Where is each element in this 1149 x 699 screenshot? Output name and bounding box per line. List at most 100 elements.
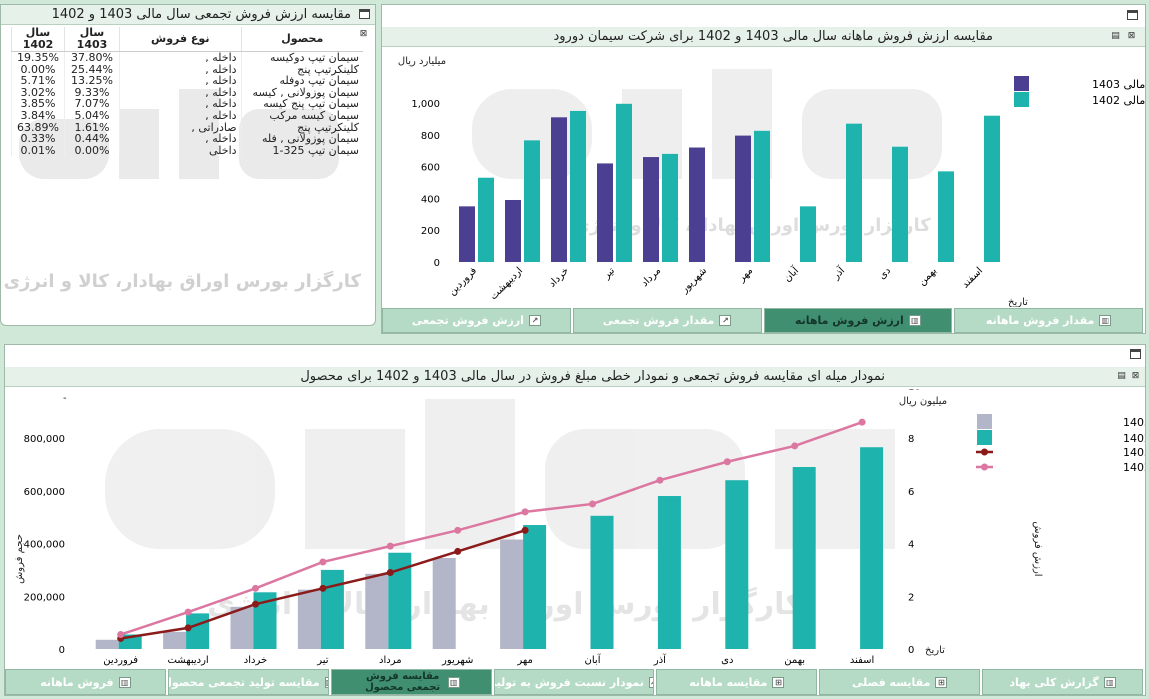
bar-1403[interactable] <box>551 117 567 262</box>
bar-cumulative-1402[interactable] <box>590 515 614 649</box>
bar-1403[interactable] <box>735 135 751 262</box>
print-icon[interactable]: ▤ <box>1111 31 1120 41</box>
x-tick-label: آذر <box>829 263 848 282</box>
cell-1403: 13.25% <box>64 75 120 87</box>
column-header-product[interactable]: محصول <box>240 27 363 52</box>
line-point-1402[interactable] <box>454 526 462 534</box>
bar-cumulative-1402[interactable] <box>725 480 749 649</box>
tab-monthly-comparison[interactable]: ⊞ مقایسه ماهانه <box>656 669 818 695</box>
clear-filter-icon[interactable]: ⊠ <box>359 29 368 39</box>
clear-filter-icon[interactable]: ⊠ <box>1127 31 1136 41</box>
bar-1402[interactable] <box>616 103 632 262</box>
print-icon[interactable]: ▤ <box>1117 371 1126 381</box>
cell-1403: 0.44% <box>64 133 120 145</box>
bar-cumulative-1403[interactable] <box>432 558 456 649</box>
bar-cumulative-1403[interactable] <box>500 539 524 649</box>
table-row[interactable]: سیمان پوزولانی , فله داخله , 0.44% 0.33% <box>11 133 363 145</box>
line-point-1402[interactable] <box>117 630 125 638</box>
bar-1402[interactable] <box>662 153 678 262</box>
line-point-1402[interactable] <box>589 500 596 508</box>
line-point-1402[interactable] <box>723 458 731 466</box>
table-row[interactable]: کلینکرتیپ پنج صادراتی , 1.61% 63.89% <box>11 121 363 134</box>
tab-cumulative-sales-quantity[interactable]: ↗ مقدار فروش تجمعی <box>572 308 762 333</box>
table-row[interactable]: کلینکرتیپ پنج داخله , 25.44% 0.00% <box>11 63 363 76</box>
tab-sales-to-production-ratio[interactable]: ↗نمودار نسبت فروش به تولید <box>493 669 655 695</box>
bar-cumulative-1402[interactable] <box>320 569 344 649</box>
bar-cumulative-1403[interactable] <box>297 589 321 649</box>
tab-overall-report[interactable]: ▥ گزارش کلی بهاد <box>982 669 1143 695</box>
line-point-1403[interactable] <box>252 600 259 608</box>
table-row[interactable]: سیمان تیپ 325-1 داخلی 0.00% 0.01% <box>11 145 363 157</box>
line-point-1402[interactable] <box>858 418 866 426</box>
line-point-1402[interactable] <box>791 442 799 450</box>
line-point-1403[interactable] <box>454 547 462 555</box>
tab-cumulative-product-production[interactable]: ▥مقایسه تولید تجمعی محصول <box>167 669 329 695</box>
line-point-1402[interactable] <box>521 508 529 516</box>
maximize-icon[interactable] <box>1127 10 1138 20</box>
bar-cumulative-1402[interactable] <box>388 552 412 649</box>
x-axis-label: تاریخ <box>925 645 945 656</box>
bar-1403[interactable] <box>597 163 613 262</box>
table-row[interactable]: سیمان تیپ دوکیسه داخله , 37.80% 19.35% <box>11 51 363 64</box>
bar-cumulative-1402[interactable] <box>186 613 210 649</box>
line-cumulative-value-1402[interactable] <box>120 420 863 636</box>
table-row[interactable]: سیمان پوزولانی , کیسه داخله , 9.33% 3.02% <box>11 87 363 99</box>
bar-1403[interactable] <box>459 206 475 262</box>
bar-1403[interactable] <box>689 147 705 262</box>
table-row[interactable]: سیمان کیسه مرکب داخله , 5.04% 3.84% <box>11 110 363 122</box>
line-point-1403[interactable] <box>184 624 192 632</box>
y-axis-label: حجم فروش <box>14 534 25 584</box>
line-point-1402[interactable] <box>252 584 259 592</box>
x-tick-label: شهریور <box>441 655 473 666</box>
bar-cumulative-1402[interactable] <box>860 447 884 649</box>
column-header-sale-type[interactable]: نوع فروش <box>118 27 242 52</box>
cell-product: سیمان تیپ پنج کیسه <box>240 98 363 110</box>
bar-1403[interactable] <box>643 157 659 262</box>
bar-cumulative-1402[interactable] <box>657 496 681 649</box>
line-point-1402[interactable] <box>319 558 327 566</box>
bar-1402[interactable] <box>800 206 816 262</box>
line-point-1402[interactable] <box>386 542 394 550</box>
bar-1403[interactable] <box>505 199 521 262</box>
table-row[interactable]: سیمان تیپ دوفله داخله , 13.25% 5.71% <box>11 75 363 87</box>
tab-monthly-sales[interactable]: ▥ فروش ماهانه <box>4 669 166 695</box>
tab-monthly-sales-quantity[interactable]: ▥ مقدار فروش ماهانه <box>954 308 1143 333</box>
bar-cumulative-1403[interactable] <box>230 606 254 649</box>
bar-1402[interactable] <box>570 110 586 262</box>
tab-monthly-sales-value[interactable]: ▥ ارزش فروش ماهانه <box>763 308 953 333</box>
clear-filter-icon[interactable]: ⊠ <box>1131 371 1140 381</box>
bar-cumulative-1402[interactable] <box>523 525 547 649</box>
bar-1402[interactable] <box>938 171 954 262</box>
cell-1403: 9.33% <box>64 87 120 99</box>
bar-cumulative-1403[interactable] <box>163 631 187 649</box>
tab-seasonal-comparison[interactable]: ⊞ مقایسه فصلی <box>819 669 981 695</box>
column-header-1403[interactable]: سال 1403 <box>64 27 120 52</box>
bar-cumulative-1403[interactable] <box>95 639 119 649</box>
bar-1402[interactable] <box>846 123 862 262</box>
legend-marker-line-1402 <box>981 463 988 471</box>
tab-cumulative-sales-value[interactable]: ↗ ارزش فروش تجمعی <box>382 308 571 333</box>
bar-1402[interactable] <box>984 115 1000 262</box>
cell-sale-type: داخله , <box>118 110 242 122</box>
maximize-icon[interactable] <box>1130 349 1141 359</box>
cell-sale-type: داخله , <box>118 87 242 99</box>
line-point-1403[interactable] <box>386 569 394 577</box>
line-point-1403[interactable] <box>521 526 529 534</box>
bar-1402[interactable] <box>892 146 908 262</box>
bar-1402[interactable] <box>478 177 494 262</box>
tab-cumulative-product-sales[interactable]: ▥ مقایسه فروش تجمعی محصول <box>330 669 492 695</box>
bar-1402[interactable] <box>524 140 540 262</box>
line-point-1403[interactable] <box>319 584 327 592</box>
column-header-1402[interactable]: سال 1402 <box>11 27 65 52</box>
line-point-1402[interactable] <box>184 608 192 616</box>
line-point-1402[interactable] <box>656 476 664 484</box>
bar-cumulative-1403[interactable] <box>365 573 389 649</box>
cell-sale-type: داخله , <box>118 75 242 87</box>
bar-cumulative-1402[interactable] <box>792 467 816 649</box>
bar-1402[interactable] <box>754 130 770 262</box>
x-tick-label: فروردین <box>447 265 480 298</box>
cell-product: سیمان پوزولانی , کیسه <box>240 87 363 99</box>
bar-cumulative-1402[interactable] <box>253 592 277 649</box>
maximize-icon[interactable] <box>359 9 370 19</box>
table-row[interactable]: سیمان تیپ پنج کیسه داخله , 7.07% 3.85% <box>11 98 363 110</box>
